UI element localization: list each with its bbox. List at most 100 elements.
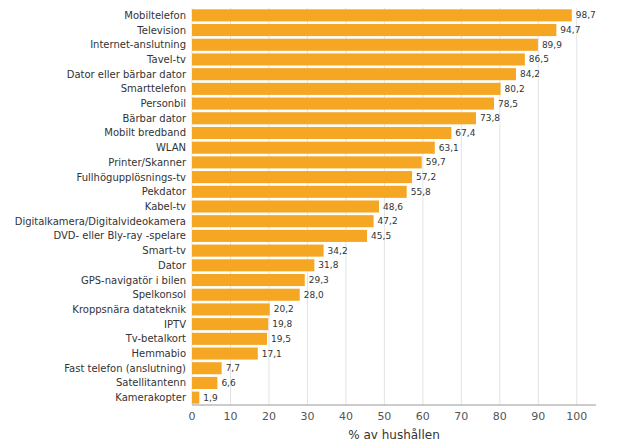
data-label: 73,8 (480, 113, 500, 123)
category-label: DVD- eller Bly-ray -spelare (53, 230, 186, 241)
bar (192, 230, 367, 242)
category-label: WLAN (156, 142, 186, 153)
bar (192, 127, 451, 139)
data-label: 20,2 (274, 304, 294, 314)
chart-container: 01020304050607080901001,96,67,717,119,51… (0, 0, 618, 447)
bar (192, 24, 556, 36)
bar (192, 289, 300, 301)
bar (192, 112, 476, 124)
category-label: Tavel-tv (146, 54, 186, 65)
bar (192, 348, 258, 360)
data-label: 19,8 (272, 319, 292, 329)
category-label: Personbil (140, 98, 186, 109)
category-label: Kamerakopter (115, 392, 187, 403)
data-label: 80,2 (505, 84, 525, 94)
bar (192, 39, 538, 51)
category-label: Smarttelefon (121, 83, 186, 94)
x-tick-label: 30 (300, 410, 314, 423)
data-label: 89,9 (542, 40, 562, 50)
data-label: 78,5 (498, 99, 518, 109)
grid-line (461, 8, 462, 405)
data-label: 1,9 (203, 393, 218, 403)
data-label: 67,4 (455, 128, 475, 138)
bar (192, 171, 412, 183)
x-axis-ticks: 0102030405060708090100 (189, 410, 588, 423)
category-label: Kabel-tv (145, 201, 186, 212)
bar (192, 186, 407, 198)
data-label: 59,7 (426, 157, 446, 167)
x-axis-title: % av hushållen (348, 428, 440, 442)
bar (192, 215, 374, 227)
bar (192, 362, 222, 374)
bar (192, 83, 501, 95)
data-label: 84,2 (520, 69, 540, 79)
category-label: Bärbar dator (123, 113, 187, 124)
x-tick-label: 0 (189, 410, 196, 423)
data-label: 29,3 (309, 275, 329, 285)
bar (192, 318, 268, 330)
category-label: Kroppsnära datateknik (72, 304, 186, 315)
grid-line (422, 8, 423, 405)
data-label: 31,8 (318, 260, 338, 270)
grid (192, 8, 577, 405)
category-label: Mobiltelefon (124, 10, 186, 21)
x-tick-label: 40 (339, 410, 353, 423)
x-tick-label: 10 (223, 410, 237, 423)
x-tick-label: 90 (531, 410, 545, 423)
category-label: Hemmabio (131, 348, 186, 359)
bar (192, 98, 494, 110)
bar (192, 200, 379, 212)
category-label: Dator (158, 260, 187, 271)
data-label: 34,2 (328, 246, 348, 256)
grid-line (576, 8, 577, 405)
grid-line (538, 8, 539, 405)
category-label: Printer/Skanner (108, 157, 187, 168)
data-label: 57,2 (416, 172, 436, 182)
x-tick-label: 50 (377, 410, 391, 423)
category-label: Tv-betalkort (125, 333, 186, 344)
data-labels: 1,96,67,717,119,519,820,228,029,331,834,… (203, 10, 595, 402)
category-label: Smart-tv (142, 245, 186, 256)
data-label: 48,6 (383, 202, 403, 212)
category-label: Internet-anslutning (90, 39, 186, 50)
bar (192, 392, 199, 404)
data-label: 86,5 (529, 54, 549, 64)
category-label: Pekdator (142, 186, 187, 197)
data-label: 47,2 (378, 216, 398, 226)
category-label: Digitalkamera/Digitalvideokamera (15, 216, 186, 227)
bar (192, 259, 314, 271)
x-tick-label: 70 (454, 410, 468, 423)
x-tick-label: 20 (262, 410, 276, 423)
data-label: 63,1 (439, 143, 459, 153)
data-label: 7,7 (226, 363, 240, 373)
category-label: Fast telefon (anslutning) (64, 363, 186, 374)
chart: 01020304050607080901001,96,67,717,119,51… (0, 0, 618, 447)
bar (192, 303, 270, 315)
bar (192, 53, 525, 65)
data-label: 98,7 (576, 10, 596, 20)
category-label: Dator eller bärbar dator (67, 69, 187, 80)
category-label: GPS-navigatör i bilen (81, 275, 186, 286)
bar (192, 274, 305, 286)
data-label: 45,5 (371, 231, 391, 241)
category-label: Satellitantenn (116, 377, 186, 388)
data-label: 94,7 (560, 25, 580, 35)
bar (192, 377, 217, 389)
category-label: Fullhögupplösnings-tv (76, 172, 186, 183)
category-label: Television (136, 25, 186, 36)
category-label: IPTV (164, 319, 186, 330)
bars (192, 9, 572, 403)
bar (192, 333, 267, 345)
data-label: 6,6 (221, 378, 236, 388)
y-axis-labels: Kamerakopter Satellitantenn Fast telefon (… (15, 10, 187, 403)
data-label: 55,8 (411, 187, 431, 197)
bar (192, 142, 435, 154)
bar (192, 68, 516, 80)
x-tick-label: 100 (566, 410, 587, 423)
category-label: Mobilt bredband (104, 127, 186, 138)
bar (192, 9, 572, 21)
grid-line (499, 8, 500, 405)
data-label: 17,1 (262, 349, 282, 359)
x-tick-label: 60 (416, 410, 430, 423)
bar (192, 156, 422, 168)
